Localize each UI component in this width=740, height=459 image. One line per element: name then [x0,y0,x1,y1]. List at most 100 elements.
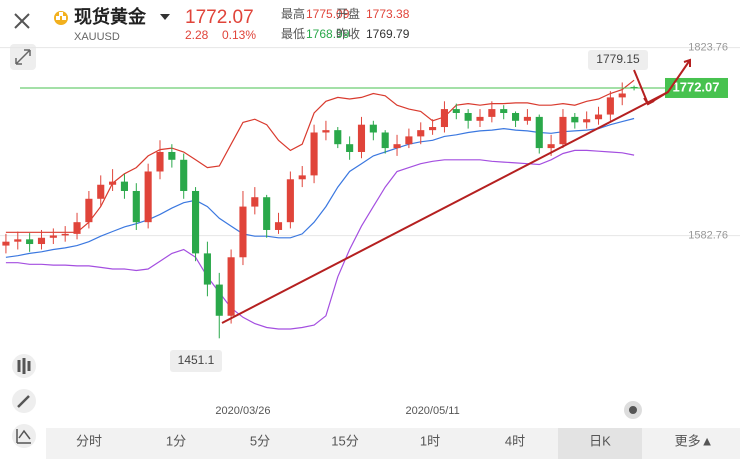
record-button[interactable] [624,401,642,419]
candle-body [417,130,425,137]
band-line [5,117,635,258]
trend-annotation [221,58,691,324]
current-price-box [665,77,728,98]
candle-body [512,112,520,121]
tool-draw[interactable] [12,389,36,413]
stat-label: 昨收 [336,27,360,41]
candle-body [85,198,93,223]
candle-body [49,235,57,238]
tool-candles[interactable] [12,354,36,378]
candle-body [14,239,22,242]
candle-body [334,130,342,145]
stat-label: 最低 [281,27,305,41]
candle-body [215,284,223,316]
candle-body [310,132,318,176]
stat-label: 开盘 [336,6,360,21]
candle-body [263,197,271,230]
stat-value: 1773.38 [366,7,410,21]
stat-value: 1768.99 [306,27,350,41]
timeframe-tab[interactable]: 1时 [420,433,440,448]
candle-body [488,109,496,117]
candle-body [405,136,413,145]
price: 1772.07 [185,7,254,28]
candle-body [452,109,460,113]
candle-body [393,144,401,149]
x-tick-label: 2020/05/11 [405,405,459,417]
timeframe-tab[interactable]: 15分 [331,433,358,448]
candle-body [168,151,176,160]
candle-body [464,112,472,121]
candle-body [274,222,283,230]
candle-body [144,171,152,223]
candle-body [97,184,105,199]
candle-body [523,116,531,121]
high-callout-box [588,50,648,70]
candle-body [156,151,164,172]
tool-indicator[interactable] [12,424,36,448]
candle-body [37,237,46,245]
y-tick-label: 1823.76 [688,42,728,54]
candle-body [346,144,354,152]
candle-body [322,130,330,133]
gold-icon [54,11,68,25]
toolbar-selected [558,428,642,459]
timeframe-tab[interactable]: 更多▲ [675,433,714,448]
high-callout: 1779.15 [596,52,640,66]
band-line [5,149,635,330]
candle-body [476,116,484,121]
candle-body [298,175,306,180]
candle-body [429,127,437,131]
candle-body [61,233,69,236]
candle-body [440,109,448,128]
candle-body [500,109,508,113]
candle-body [369,124,377,133]
timeframe-tab[interactable]: 日K [589,433,611,448]
change: 2.28 [185,28,209,42]
y-tick-label: 1582.76 [688,230,728,242]
candle-body [132,190,140,223]
timeframe-tab[interactable]: 5分 [250,433,270,448]
low-callout: 1451.1 [178,353,215,367]
candle-body [583,119,591,123]
candle-body [606,97,614,115]
candle-body [357,124,366,152]
timeframe-tab[interactable]: 1分 [166,433,186,448]
band-line [5,79,635,233]
symbol: XAUUSD [74,31,120,43]
candle-body [73,222,81,234]
candle-body [227,257,235,316]
candle-body [2,241,10,246]
candle-body [535,116,543,149]
candle-body [26,239,34,245]
dropdown-arrow[interactable] [160,14,170,20]
candle-body [630,86,638,88]
candle-body [286,179,294,223]
close-button[interactable] [8,7,36,35]
candle-body [618,93,626,98]
candle-body [559,116,567,145]
low-callout-box [170,350,222,372]
candle-body [192,190,200,254]
timeframe-tab[interactable]: 4时 [505,433,525,448]
candle-body [571,116,579,123]
title: 现货黄金 [74,6,147,27]
candle-body [547,144,555,149]
candle-body [203,253,211,285]
timeframe-tab[interactable]: 分时 [76,433,102,448]
candle-body [239,206,247,258]
candle-body [109,181,117,185]
expand-button[interactable] [10,44,36,70]
candle-body [381,132,389,149]
candle-body [594,114,603,120]
candle-body [120,181,128,191]
stat-value: 1769.79 [366,27,410,41]
stat-value: 1775.09 [306,7,350,21]
x-tick-label: 2020/03/26 [215,405,270,417]
stat-label: 最高 [281,6,305,21]
change-pct: 0.13% [222,28,256,42]
candle-body [251,197,259,207]
current-price-label: 1772.07 [673,79,720,94]
candle-body [180,159,188,191]
